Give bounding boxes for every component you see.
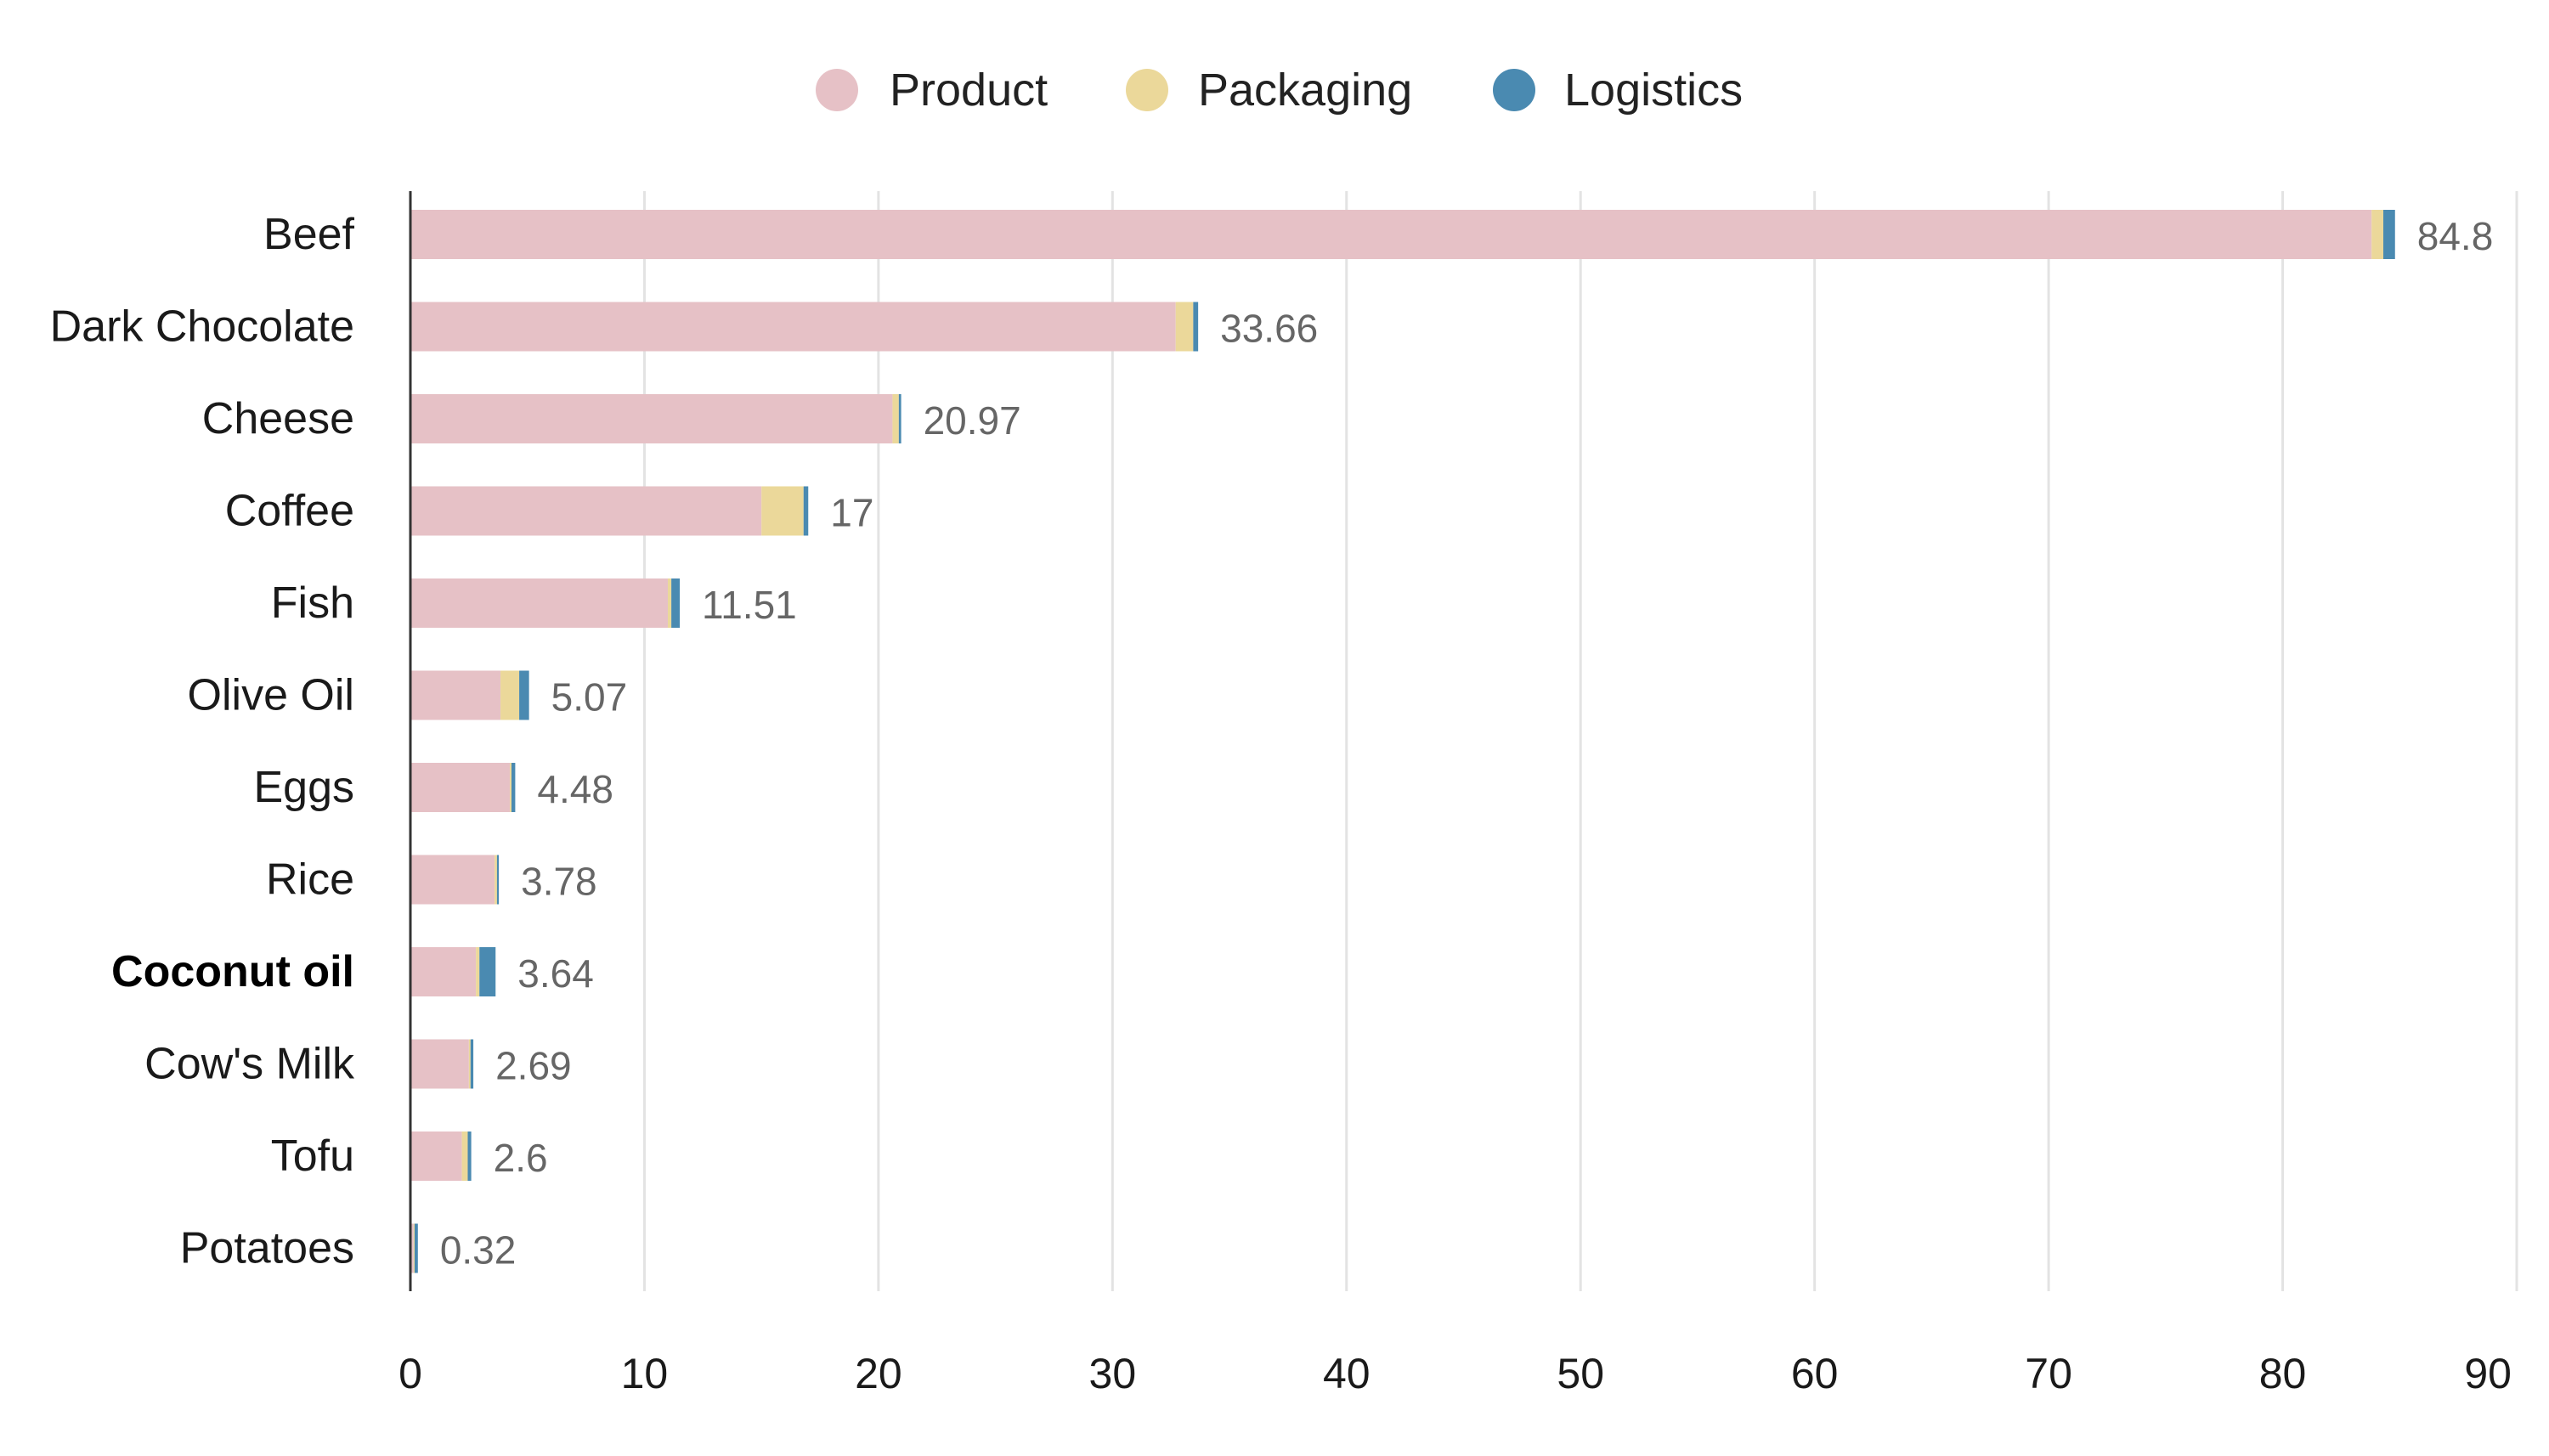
bar-cheese-product[interactable] [410, 394, 893, 443]
bar-dark-chocolate-packaging[interactable] [1175, 302, 1194, 352]
value-label-potatoes: 0.32 [440, 1228, 517, 1273]
bar-eggs-packaging[interactable] [510, 763, 511, 812]
legend-item-packaging[interactable]: Packaging [1126, 65, 1412, 116]
bar-rice-logistics[interactable] [496, 855, 500, 905]
x-tick-label: 80 [2259, 1350, 2307, 1397]
value-label-eggs: 4.48 [537, 767, 613, 811]
bar-olive-oil-logistics[interactable] [519, 670, 529, 720]
category-label-rice: Rice [266, 855, 354, 905]
category-label-tofu: Tofu [271, 1132, 354, 1181]
x-tick-label: 20 [855, 1350, 902, 1397]
legend-label-product: Product [890, 65, 1048, 116]
bar-cow-s-milk-product[interactable] [410, 1039, 469, 1089]
x-tick-label: 90 [2464, 1350, 2512, 1397]
legend-swatch-logistics [1493, 69, 1535, 111]
category-label-olive-oil: Olive Oil [188, 671, 354, 720]
bar-tofu-product[interactable] [410, 1132, 462, 1181]
bar-fish-product[interactable] [410, 578, 668, 628]
value-label-olive-oil: 5.07 [551, 675, 628, 720]
legend-swatch-packaging [1126, 69, 1168, 111]
bar-cow-s-milk-packaging[interactable] [468, 1039, 471, 1089]
bar-tofu-logistics[interactable] [467, 1132, 472, 1181]
bar-rice-product[interactable] [410, 855, 495, 905]
y-axis-labels: Beef Dark Chocolate Cheese Coffee Fish Olive … [50, 210, 355, 1273]
legend-item-logistics[interactable]: Logistics [1493, 65, 1743, 116]
bar-coconut-oil-product[interactable] [410, 947, 477, 996]
value-label-tofu: 2.6 [494, 1136, 548, 1180]
bar-fish-logistics[interactable] [671, 578, 681, 628]
bar-tofu-packaging[interactable] [461, 1132, 468, 1181]
x-tick-label: 50 [1557, 1350, 1604, 1397]
value-label-cow-s-milk: 2.69 [495, 1044, 572, 1088]
category-label-dark-chocolate: Dark Chocolate [50, 302, 354, 352]
bar-coffee-packaging[interactable] [761, 486, 804, 536]
x-tick-label: 0 [398, 1350, 422, 1397]
bar-potatoes-packaging[interactable] [413, 1223, 415, 1273]
bars [410, 210, 2395, 1273]
bar-rice-packaging[interactable] [495, 855, 497, 905]
bar-cow-s-milk-logistics[interactable] [470, 1039, 474, 1089]
gridlines [642, 191, 2518, 1291]
bar-beef-packaging[interactable] [2371, 210, 2383, 259]
x-tick-label: 60 [1791, 1350, 1839, 1397]
x-tick-label: 40 [1323, 1350, 1371, 1397]
bar-coffee-logistics[interactable] [803, 486, 809, 536]
bar-eggs-product[interactable] [410, 763, 511, 812]
bar-olive-oil-packaging[interactable] [500, 670, 520, 720]
bar-beef-product[interactable] [410, 210, 2372, 259]
value-label-beef: 84.8 [2417, 214, 2494, 258]
value-labels: 84.8 33.66 20.97 17 11.51 5.07 4.48 3.78 3.64 2.6… [440, 214, 2493, 1273]
category-label-cow-s-milk: Cow's Milk [144, 1040, 355, 1089]
value-label-fish: 11.51 [702, 583, 797, 627]
x-tick-label: 10 [621, 1350, 669, 1397]
bar-beef-logistics[interactable] [2382, 210, 2395, 259]
category-label-fish: Fish [271, 578, 354, 628]
bar-dark-chocolate-product[interactable] [410, 302, 1176, 352]
category-label-coffee: Coffee [225, 487, 354, 536]
value-label-cheese: 20.97 [924, 398, 1021, 443]
legend-item-product[interactable]: Product [816, 65, 1048, 116]
x-axis-ticks: 0 10 20 30 40 50 60 70 80 90 [398, 1350, 2512, 1397]
bar-potatoes-logistics[interactable] [414, 1223, 418, 1273]
category-label-coconut-oil: Coconut oil [111, 947, 354, 996]
bar-cheese-packaging[interactable] [892, 394, 899, 443]
category-label-eggs: Eggs [253, 763, 354, 812]
category-label-cheese: Cheese [202, 394, 354, 443]
bar-coconut-oil-packaging[interactable] [476, 947, 480, 996]
legend-label-logistics: Logistics [1564, 65, 1743, 116]
bar-potatoes-product[interactable] [410, 1223, 414, 1273]
legend: Product Packaging Logistics [816, 65, 1743, 116]
value-label-coconut-oil: 3.64 [517, 951, 594, 996]
bar-eggs-logistics[interactable] [511, 763, 516, 812]
category-label-beef: Beef [263, 210, 355, 259]
legend-label-packaging: Packaging [1198, 65, 1412, 116]
value-label-rice: 3.78 [521, 860, 597, 904]
bar-olive-oil-product[interactable] [410, 670, 501, 720]
category-label-potatoes: Potatoes [180, 1224, 354, 1273]
bar-fish-packaging[interactable] [667, 578, 672, 628]
x-tick-label: 30 [1089, 1350, 1137, 1397]
bar-coffee-product[interactable] [410, 486, 762, 536]
bar-coconut-oil-logistics[interactable] [479, 947, 496, 996]
value-label-dark-chocolate: 33.66 [1220, 307, 1318, 351]
bar-cheese-logistics[interactable] [898, 394, 901, 443]
legend-swatch-product [816, 69, 858, 111]
x-tick-label: 70 [2025, 1350, 2072, 1397]
value-label-coffee: 17 [830, 491, 873, 535]
bar-dark-chocolate-logistics[interactable] [1193, 302, 1199, 352]
